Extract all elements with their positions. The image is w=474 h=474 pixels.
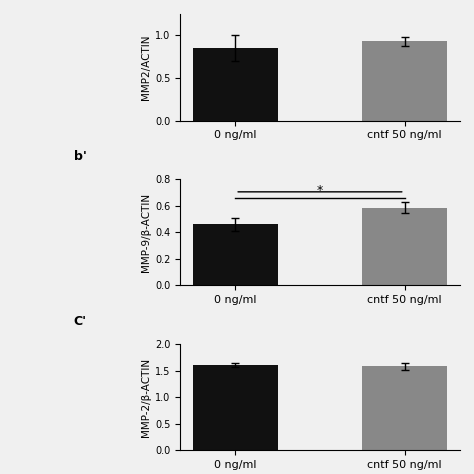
Text: C': C' [74,315,87,328]
Bar [193,48,278,120]
Bar [362,366,447,450]
Bar [362,41,447,120]
Y-axis label: MMP-2/β-ACTIN: MMP-2/β-ACTIN [141,357,151,437]
Bar [193,224,278,285]
Text: *: * [317,184,323,197]
Bar [362,208,447,285]
Y-axis label: MMP2/ACTIN: MMP2/ACTIN [141,35,151,100]
Text: b': b' [74,150,87,164]
Y-axis label: MMP-9/β-ACTIN: MMP-9/β-ACTIN [141,193,151,272]
Bar [193,365,278,450]
